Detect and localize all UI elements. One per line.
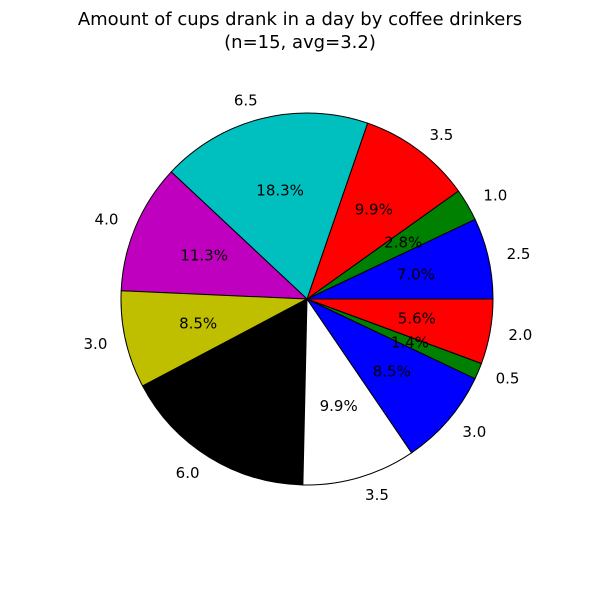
slice-percent-9: 8.5% xyxy=(373,363,411,381)
slice-label-4: 6.5 xyxy=(234,91,258,109)
slice-label-2: 1.0 xyxy=(483,186,507,204)
pie-labels: 2.5 7.0% 1.0 2.8% 3.5 9.9% 6.5 18.3% 4.0 11.3% 3.0… xyxy=(84,91,533,504)
slice-label-9: 3.0 xyxy=(462,423,486,441)
pie-slice-3 xyxy=(306,122,459,300)
chart-subtitle-line: (n=15, avg=3.2) xyxy=(224,32,376,53)
slice-label-6: 3.0 xyxy=(84,335,108,353)
slice-label-10: 0.5 xyxy=(496,369,520,387)
pie-slices xyxy=(120,112,494,486)
pie-slice-11 xyxy=(306,298,494,364)
pie-slice-8 xyxy=(302,298,413,486)
slice-percent-2: 2.8% xyxy=(384,233,422,251)
slice-label-11: 2.0 xyxy=(508,326,532,344)
chart-title: Amount of cups drank in a day by coffee … xyxy=(0,8,600,54)
slice-percent-11: 5.6% xyxy=(398,310,436,328)
slice-percent-10: 1.4% xyxy=(391,333,429,351)
pie-slice-6 xyxy=(120,290,308,387)
slice-label-5: 4.0 xyxy=(95,211,119,229)
pie-slice-5 xyxy=(120,171,308,300)
pie-slice-7 xyxy=(142,298,308,486)
slice-label-3: 3.5 xyxy=(429,126,453,144)
slice-label-8: 3.5 xyxy=(365,486,389,504)
slice-percent-7: 16.9% xyxy=(225,385,273,403)
slice-percent-8: 9.9% xyxy=(320,397,358,415)
slice-percent-3: 9.9% xyxy=(355,201,393,219)
pie-slice-9 xyxy=(306,298,476,454)
slice-label-1: 2.5 xyxy=(507,245,531,263)
slice-percent-4: 18.3% xyxy=(256,182,304,200)
pie-slice-4 xyxy=(170,112,369,300)
slice-percent-1: 7.0% xyxy=(397,266,435,284)
slice-percent-5: 11.3% xyxy=(180,247,228,265)
chart-title-line: Amount of cups drank in a day by coffee … xyxy=(77,9,523,30)
slice-label-7: 6.0 xyxy=(176,464,200,482)
slice-percent-6: 8.5% xyxy=(179,314,217,332)
